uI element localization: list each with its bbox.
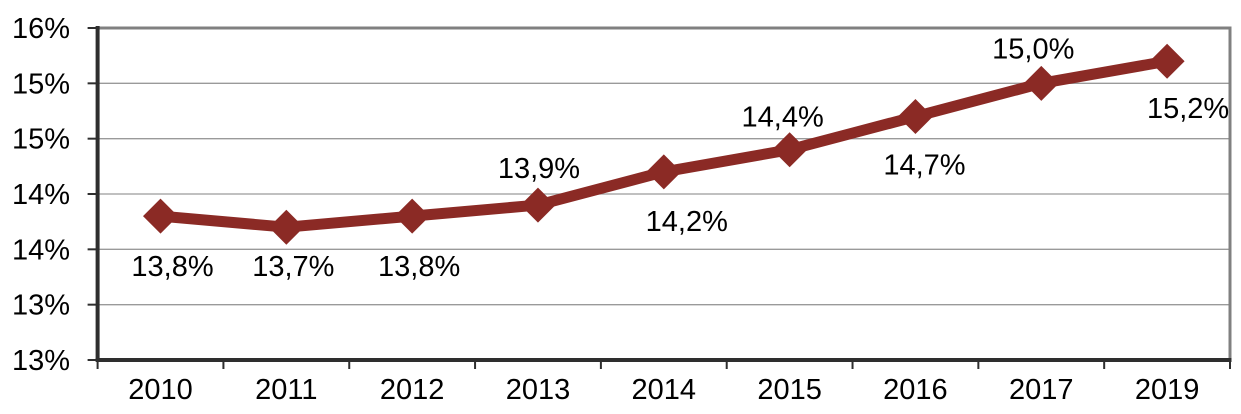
x-tick-label: 2013 (506, 374, 571, 406)
data-point-marker (394, 198, 430, 234)
data-point-marker (772, 132, 808, 168)
y-tick-label: 13% (12, 345, 70, 377)
y-tick-label: 16% (12, 13, 70, 45)
data-line (155, 55, 1173, 233)
y-tick-label: 15% (12, 68, 70, 100)
x-tick-label: 2010 (128, 374, 193, 406)
data-point-marker (646, 154, 682, 190)
data-point-label: 14,4% (742, 102, 824, 134)
data-point-label: 14,7% (883, 150, 965, 182)
data-point-label: 13,7% (252, 251, 334, 283)
data-point-label: 15,2% (1147, 93, 1229, 125)
y-tick-label: 14% (12, 234, 70, 266)
data-point-marker (1149, 43, 1185, 79)
data-point-marker (1023, 65, 1059, 101)
data-point-label: 13,8% (378, 251, 460, 283)
x-tick-label: 2015 (757, 374, 822, 406)
data-point-label: 15,0% (992, 33, 1074, 65)
x-tick-label: 2017 (1009, 374, 1074, 406)
x-tick-label: 2014 (632, 374, 697, 406)
x-tick-label: 2019 (1135, 374, 1200, 406)
y-tick-label: 15% (12, 124, 70, 156)
data-point-label: 14,2% (646, 206, 728, 238)
y-tick-label: 14% (12, 179, 70, 211)
x-tick-label: 2016 (883, 374, 948, 406)
y-tick-label: 13% (12, 290, 70, 322)
data-point-marker (143, 198, 179, 234)
data-point-label: 13,9% (498, 153, 580, 185)
data-point-label: 13,8% (131, 251, 213, 283)
x-tick-label: 2011 (255, 374, 317, 406)
data-point-marker (268, 209, 304, 245)
data-point-marker (520, 187, 556, 223)
x-tick-label: 2012 (380, 374, 445, 406)
data-point-marker (897, 99, 933, 135)
